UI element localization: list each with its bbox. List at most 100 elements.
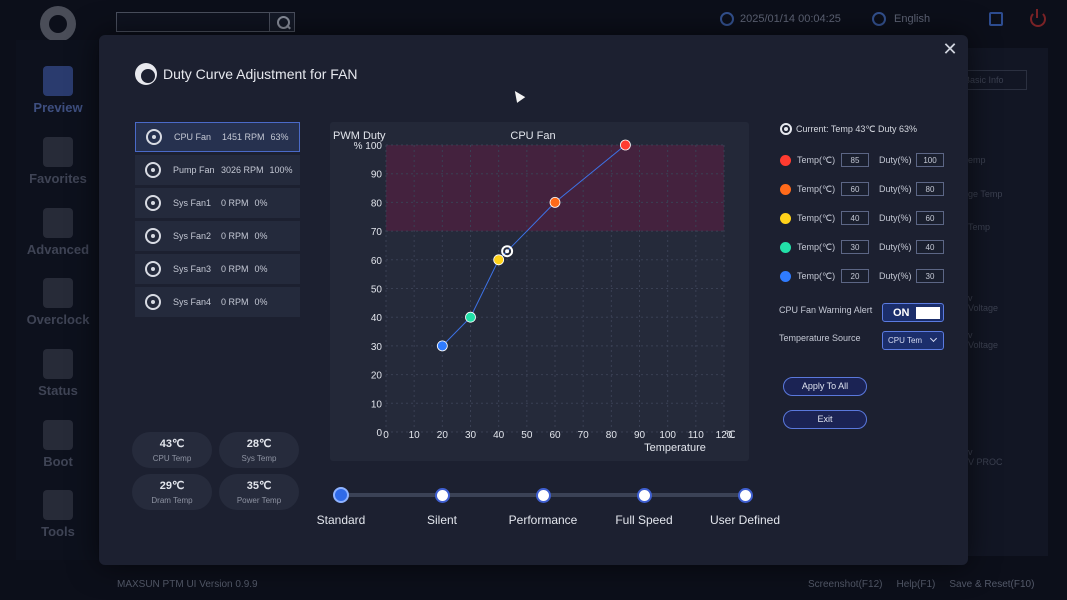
- duty-input[interactable]: [916, 240, 944, 254]
- y-tick-label: 40: [371, 313, 383, 324]
- fan-icon: [145, 195, 161, 211]
- curve-point[interactable]: [620, 139, 631, 151]
- clock-icon: [720, 12, 734, 26]
- fan-item-pump-fan[interactable]: Pump Fan 3026 RPM 100%: [135, 155, 300, 185]
- current-marker: [501, 245, 514, 258]
- sidebar-item-advanced[interactable]: Advanced: [16, 208, 100, 257]
- wrench-icon: [43, 208, 73, 238]
- fan-icon: [145, 228, 161, 244]
- close-button[interactable]: ✕: [942, 39, 958, 59]
- x-tick-label: 60: [549, 430, 561, 441]
- chart-svg[interactable]: 0 10 20 30 40 50 60 70 80 90 100 110 120 0 10 20 30 40 50 6…: [330, 122, 749, 461]
- save-icon[interactable]: [989, 12, 1003, 26]
- power-temp-badge: 35℃ Power Temp: [219, 474, 299, 510]
- preset-knob-silent[interactable]: [434, 487, 450, 503]
- chevron-down-icon: [929, 334, 938, 343]
- exit-button[interactable]: Exit: [783, 410, 867, 429]
- fan-percent: 0%: [254, 264, 268, 274]
- point-color-dot: [780, 241, 791, 253]
- duty-input[interactable]: [916, 182, 944, 196]
- curve-point[interactable]: [549, 197, 561, 208]
- temp-value: 29℃: [159, 480, 185, 492]
- preset-label[interactable]: User Defined: [709, 513, 781, 527]
- curve-point[interactable]: [436, 340, 448, 352]
- preview-icon: [43, 66, 73, 96]
- sidebar-item-boot[interactable]: Boot: [16, 420, 100, 469]
- x-tick-label: 10: [409, 430, 421, 441]
- language-selector[interactable]: English: [872, 12, 930, 26]
- sidebar-item-label: Status: [38, 383, 78, 398]
- temperature-source-select[interactable]: CPU Tem: [882, 331, 944, 350]
- temperature-source-label: Temperature Source: [779, 333, 861, 343]
- temp-input[interactable]: [841, 182, 869, 196]
- preset-knob-full-speed[interactable]: [636, 487, 652, 503]
- fan-icon: [145, 162, 161, 178]
- curve-point[interactable]: [493, 254, 505, 266]
- sidebar-item-label: Favorites: [29, 171, 87, 186]
- duty-input[interactable]: [916, 211, 944, 225]
- apply-to-all-button[interactable]: Apply To All: [783, 377, 867, 396]
- preset-label[interactable]: Performance: [508, 513, 578, 527]
- help-link[interactable]: Help(F1): [896, 579, 936, 590]
- temp-input[interactable]: [841, 211, 869, 225]
- save-reset-link[interactable]: Save & Reset(F10): [949, 579, 1035, 590]
- fan-item-sys-fan4[interactable]: Sys Fan4 0 RPM 0%: [135, 287, 300, 317]
- toggle-state-text: ON: [893, 307, 910, 319]
- temp-label: Temp(℃): [797, 241, 836, 252]
- x-tick-label: 40: [493, 430, 505, 441]
- fan-percent: 100%: [269, 165, 293, 175]
- screenshot-link[interactable]: Screenshot(F12): [808, 579, 883, 590]
- y-tick-label: 80: [371, 198, 383, 209]
- fan-icon: [145, 261, 161, 277]
- y-tick-label: 70: [371, 227, 383, 238]
- y-tick-label: 60: [371, 256, 383, 267]
- preset-knob-performance[interactable]: [535, 487, 551, 503]
- curve-point-row: Temp(℃) Duty(%): [780, 152, 944, 168]
- fan-curve-chart[interactable]: 0 10 20 30 40 50 60 70 80 90 100 110 120 0 10 20 30 40 50 6…: [330, 122, 749, 461]
- preset-label[interactable]: Silent: [426, 513, 458, 527]
- fan-item-sys-fan3[interactable]: Sys Fan3 0 RPM 0%: [135, 254, 300, 284]
- point-color-dot: [780, 270, 791, 282]
- fan-name: Sys Fan2: [173, 231, 212, 241]
- duty-input[interactable]: [916, 269, 944, 283]
- search-input[interactable]: [116, 12, 270, 32]
- fan-curve-dialog: ✕ Duty Curve Adjustment for FAN CPU Fan …: [99, 35, 968, 565]
- preset-knob-user-defined[interactable]: [737, 487, 753, 503]
- curve-point[interactable]: [465, 311, 476, 323]
- temp-input[interactable]: [841, 240, 869, 254]
- current-marker-ring: [501, 245, 514, 258]
- point-color-dot: [780, 212, 791, 224]
- sidebar: Preview Favorites Advanced Overclock Sta…: [16, 40, 98, 560]
- fan-item-sys-fan1[interactable]: Sys Fan1 0 RPM 0%: [135, 188, 300, 218]
- temp-label: Power Temp: [236, 496, 282, 505]
- sidebar-item-favorites[interactable]: Favorites: [16, 137, 100, 186]
- power-icon[interactable]: [1030, 9, 1046, 27]
- sidebar-item-preview[interactable]: Preview: [16, 66, 100, 115]
- duty-input[interactable]: [916, 153, 944, 167]
- dialog-title: Duty Curve Adjustment for FAN: [135, 63, 358, 85]
- temp-input[interactable]: [841, 153, 869, 167]
- fan-item-sys-fan2[interactable]: Sys Fan2 0 RPM 0%: [135, 221, 300, 251]
- preset-knob-standard[interactable]: [333, 487, 349, 503]
- search-icon[interactable]: [269, 12, 295, 32]
- sidebar-item-tools[interactable]: Tools: [16, 490, 100, 539]
- warning-alert-toggle[interactable]: ON: [882, 303, 944, 322]
- background-text: Voltage: [968, 340, 999, 350]
- duty-label: Duty(%): [879, 184, 912, 194]
- fan-item-cpu-fan[interactable]: CPU Fan 1451 RPM 63%: [135, 122, 300, 152]
- select-value: CPU Tem: [888, 336, 923, 345]
- target-icon: [780, 123, 792, 135]
- sidebar-item-status[interactable]: Status: [16, 349, 100, 398]
- background-text: v: [968, 447, 973, 457]
- sidebar-item-overclock[interactable]: Overclock: [16, 278, 100, 327]
- preset-label[interactable]: Full Speed: [615, 513, 673, 527]
- curve-point-row: Temp(℃) Duty(%): [780, 181, 944, 197]
- y-axis-label: PWM Duty: [333, 130, 386, 142]
- fan-icon: [146, 129, 162, 145]
- y-tick-label: 30: [371, 342, 383, 353]
- preset-label[interactable]: Standard: [316, 513, 366, 527]
- fan-icon: [145, 294, 161, 310]
- background-text: V PROC: [968, 457, 1003, 467]
- temp-input[interactable]: [841, 269, 869, 283]
- x-tick-label: 20: [437, 430, 449, 441]
